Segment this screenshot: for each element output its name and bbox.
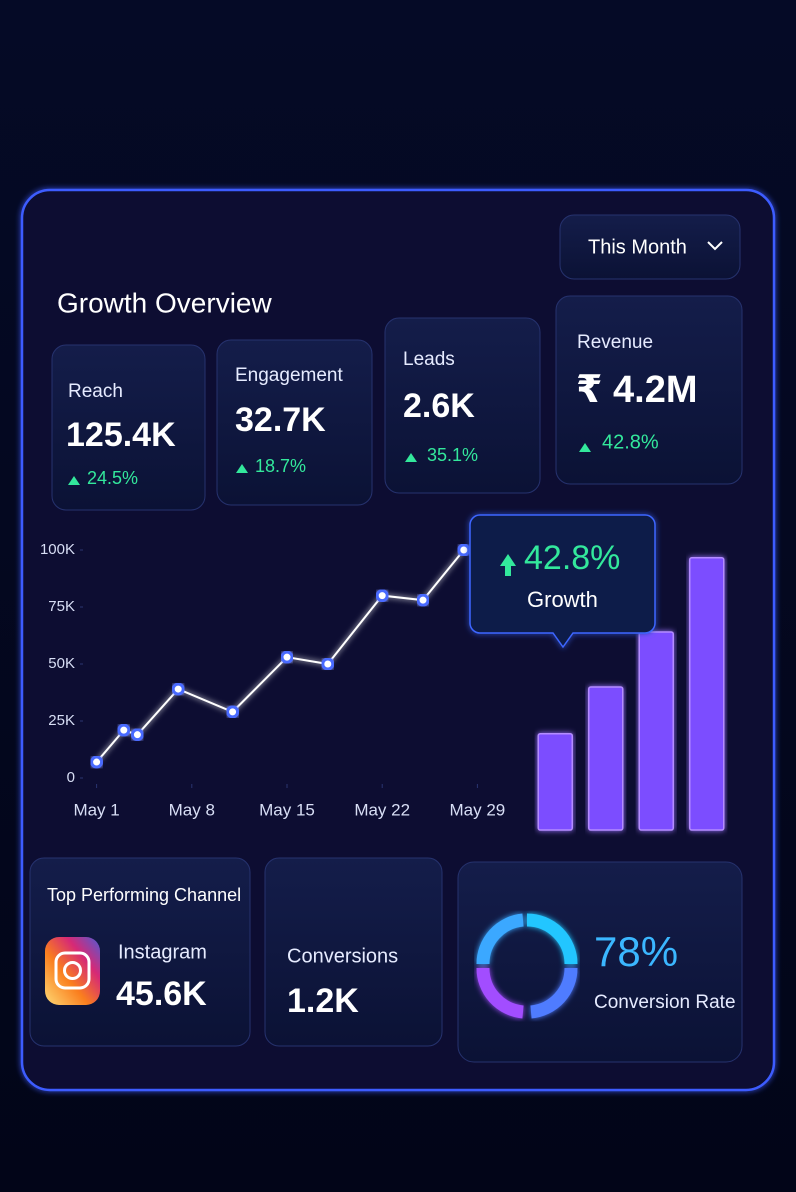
conversions-value: 1.2K — [287, 982, 359, 1020]
rate-value: 78% — [594, 928, 678, 975]
icon-lens — [63, 961, 82, 980]
bar — [638, 631, 674, 831]
y-tick-label: 50K — [48, 655, 75, 672]
card — [457, 861, 743, 1063]
icon-outline — [54, 951, 91, 990]
point — [280, 650, 294, 664]
channel-card: Top Performing Channel Instagram 45.6K — [29, 857, 251, 1047]
kpi-label: Leads — [403, 349, 455, 370]
up-icon — [68, 476, 80, 485]
kpi-change: 35.1% — [427, 445, 478, 465]
point — [226, 705, 240, 719]
kpi-change: 42.8% — [602, 431, 659, 453]
point — [90, 755, 104, 769]
conversions-label: Conversions — [287, 945, 398, 967]
title: Growth Overview — [57, 287, 272, 318]
kpi-label: Engagement — [235, 365, 343, 386]
card — [216, 339, 373, 506]
point — [457, 543, 471, 557]
kpi-value: 32.7K — [235, 401, 326, 439]
y-tick-label: 0 — [67, 769, 75, 786]
card — [555, 295, 743, 485]
conversion-rate-card: 78% Conversion Rate — [457, 861, 743, 1063]
x-tick-label: May 22 — [354, 800, 410, 819]
x-tick-label: May 8 — [169, 800, 215, 819]
up-icon — [236, 464, 248, 473]
y-tick-label: 100K — [40, 541, 75, 558]
bar — [689, 557, 725, 831]
kpi-change: 24.5% — [87, 468, 138, 488]
kpi-card: Leads 2.6K 35.1% — [384, 317, 541, 494]
x-tick-label: May 1 — [73, 800, 119, 819]
kpi-value: 125.4K — [66, 416, 176, 454]
dropdown-box[interactable] — [559, 214, 741, 280]
donut-segment — [526, 913, 578, 965]
y-tick-label: 25K — [48, 712, 75, 729]
up-icon — [500, 554, 516, 576]
channel-title: Top Performing Channel — [47, 885, 241, 905]
up-icon — [579, 443, 591, 452]
card — [384, 317, 541, 494]
kpi-card: Revenue ₹ 4.2M 42.8% — [555, 295, 743, 485]
kpi-label: Revenue — [577, 332, 653, 353]
point — [375, 589, 389, 603]
bar — [537, 733, 573, 831]
x-tick-label: May 15 — [259, 800, 315, 819]
rate-label: Conversion Rate — [594, 992, 736, 1013]
channel-value: 45.6K — [116, 975, 207, 1013]
instagram-icon — [45, 937, 100, 1005]
kpi-label: Reach — [68, 381, 123, 402]
line — [95, 549, 465, 763]
donut — [476, 913, 578, 1019]
donut-segment — [476, 967, 524, 1019]
kpi-card: Reach 125.4K 24.5% — [51, 344, 206, 511]
up-icon — [405, 453, 417, 462]
callout-label: Growth — [527, 587, 598, 612]
card — [51, 344, 206, 511]
chevron[interactable] — [707, 241, 723, 251]
dropdown-text[interactable]: This Month — [588, 236, 687, 258]
point — [130, 728, 144, 742]
donut-segment — [530, 967, 578, 1019]
kpi-value: ₹ 4.2M — [576, 369, 697, 411]
point — [321, 657, 335, 671]
card — [264, 857, 443, 1047]
callout-value: 42.8% — [524, 539, 620, 577]
point — [117, 723, 131, 737]
period-dropdown[interactable]: This Month — [559, 214, 741, 280]
point — [416, 593, 430, 607]
conversions-card: Conversions 1.2K — [264, 857, 443, 1047]
bar — [588, 686, 624, 831]
callout-box — [469, 514, 656, 649]
kpi-change: 18.7% — [255, 456, 306, 476]
y-tick-label: 75K — [48, 598, 75, 615]
point — [171, 682, 185, 696]
donut-segment — [476, 913, 524, 965]
growth-callout: 42.8% Growth — [469, 514, 656, 649]
channel-name: Instagram — [118, 941, 207, 963]
kpi-card: Engagement 32.7K 18.7% — [216, 339, 373, 506]
x-tick-label: May 29 — [450, 800, 506, 819]
kpi-value: 2.6K — [403, 387, 475, 425]
